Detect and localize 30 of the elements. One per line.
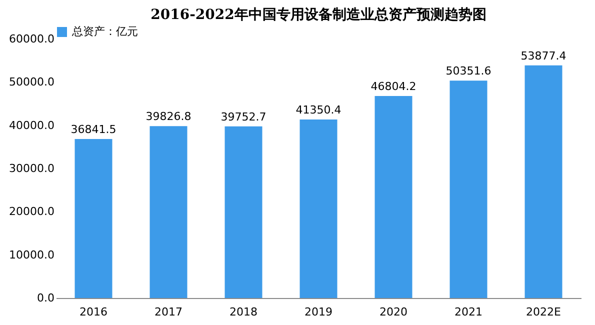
bar <box>524 65 562 298</box>
y-tick-label: 60000.0 <box>9 32 54 46</box>
x-tick-label: 2020 <box>380 306 408 318</box>
x-tick-label: 2018 <box>230 306 258 318</box>
bar <box>74 138 112 298</box>
x-tick-label: 2016 <box>80 306 108 318</box>
bar <box>450 80 488 298</box>
text: 36841.5 <box>70 122 116 136</box>
text: 50351.6 <box>446 64 492 78</box>
y-tick-label: 30000.0 <box>9 162 54 175</box>
legend-label: 总资产：亿元 <box>71 25 138 38</box>
bar <box>374 96 412 298</box>
bar <box>300 120 338 298</box>
chart-title: 2016-2022年中国专用设备制造业总资产预测趋势图 <box>150 6 486 23</box>
text: 39752.7 <box>220 110 266 124</box>
text: 46804.2 <box>370 80 416 93</box>
bar <box>150 126 188 298</box>
text: 53877.4 <box>520 49 566 62</box>
x-tick-label: 2021 <box>454 306 482 318</box>
y-tick-label: 40000.0 <box>9 118 54 132</box>
x-tick-label: 2019 <box>304 306 332 318</box>
bar <box>224 126 262 298</box>
x-tick-label: 2017 <box>154 306 182 318</box>
y-tick-label: 50000.0 <box>9 76 54 89</box>
y-tick-label: 0.0 <box>37 292 54 304</box>
y-tick-label: 10000.0 <box>9 248 54 262</box>
x-tick-label: 2022E <box>526 306 562 318</box>
text: 39826.8 <box>146 110 192 124</box>
y-tick-label: 20000.0 <box>9 205 54 218</box>
text: 41350.4 <box>296 104 342 117</box>
